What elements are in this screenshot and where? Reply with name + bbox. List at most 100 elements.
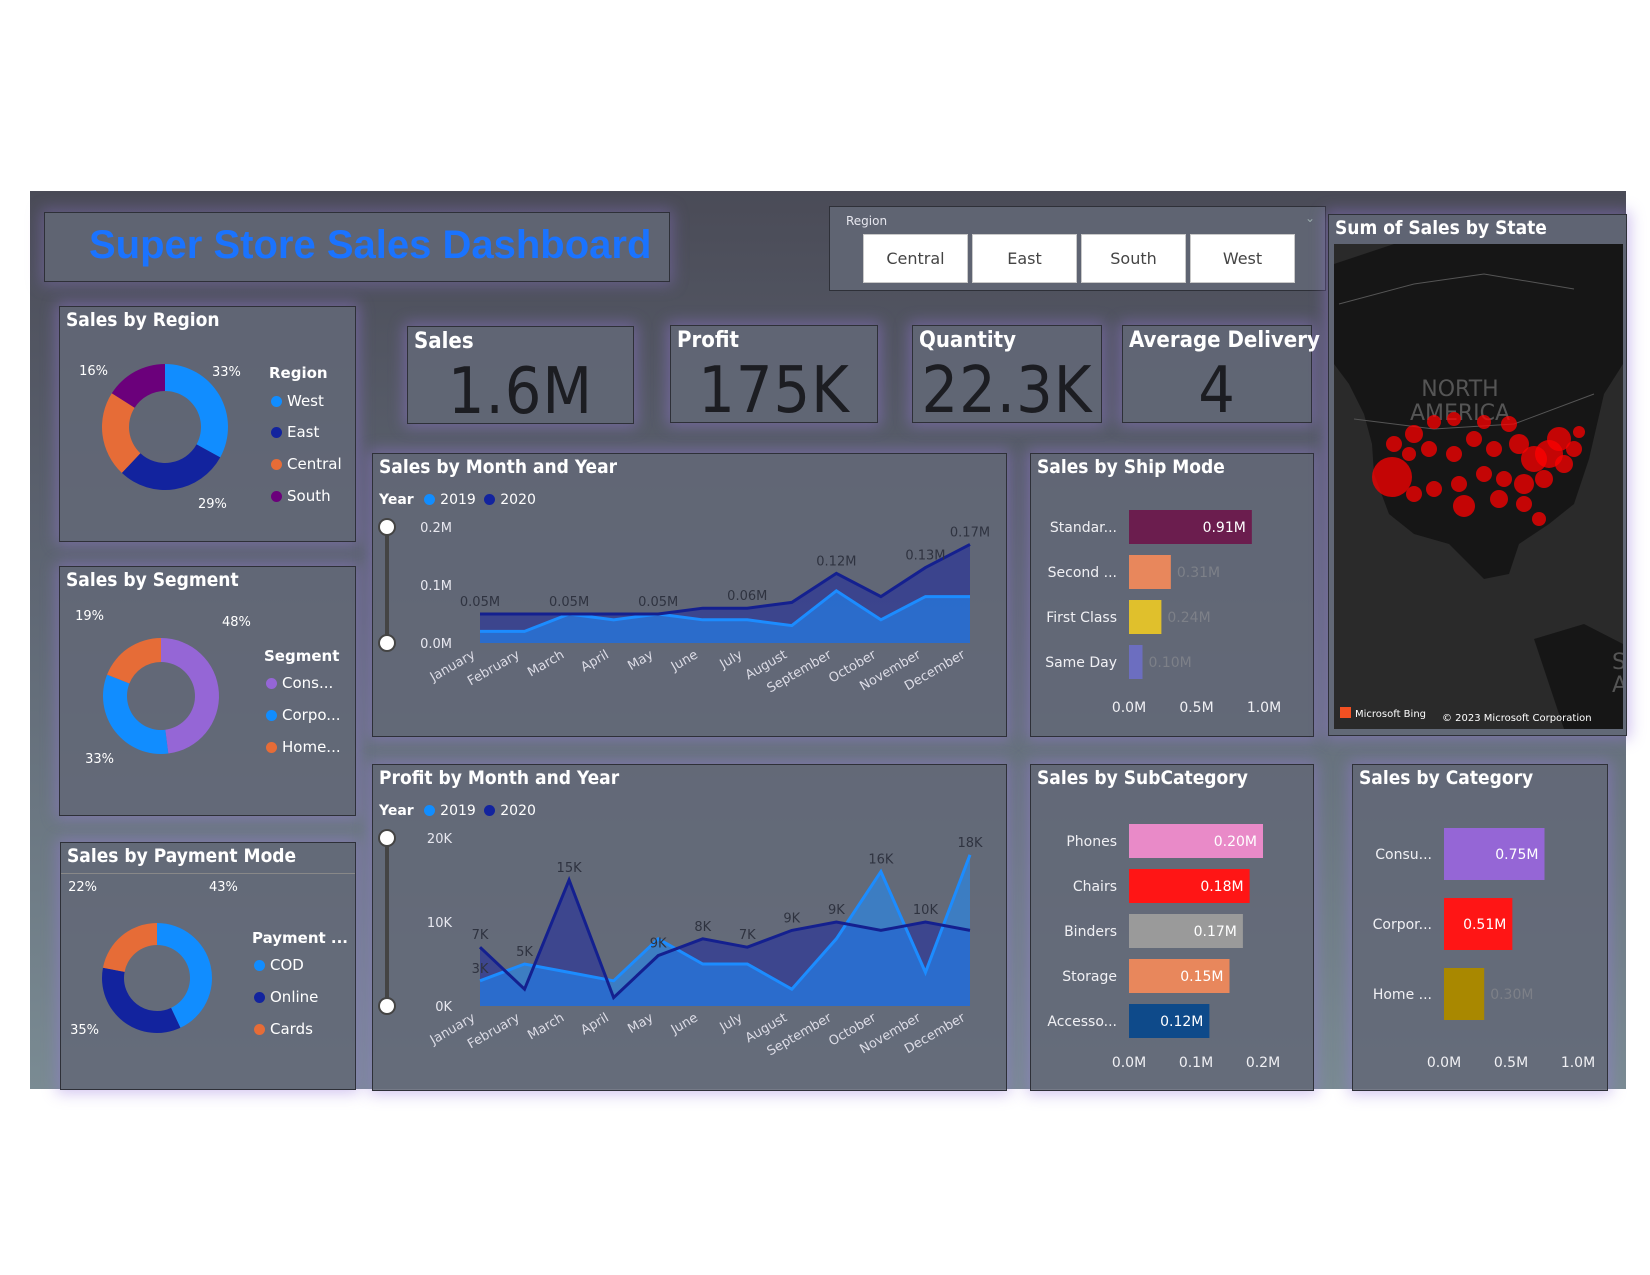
dashboard-title-box: Super Store Sales Dashboard (44, 212, 670, 282)
bar (1129, 869, 1250, 903)
series-line-2020 (480, 543, 971, 616)
subcategory-bar-chart: Phones 0.20M Chairs 0.18M Binders 0.17M Storag… (1047, 824, 1280, 1071)
state-bubble (1532, 512, 1546, 526)
donut-pct-label: 29% (198, 497, 227, 512)
map-attribution: Microsoft Bing (1355, 709, 1426, 720)
data-label: 15K (557, 861, 583, 876)
kpi-value: 4 (1198, 354, 1236, 428)
data-label: 10K (913, 903, 939, 918)
map-canvas: NORTH AMERICA SO AM Microsoft Bing © 202… (1334, 244, 1623, 729)
sales-map[interactable]: NORTH AMERICA SO AM Microsoft Bing © 202… (1334, 244, 1623, 729)
legend-dot (254, 960, 265, 971)
legend-dot (266, 742, 277, 753)
panel-title: Sales by Ship Mode (1037, 456, 1225, 478)
panel-title: Sales by Payment Mode (67, 845, 297, 867)
kpi-label: Profit (677, 328, 740, 353)
legend-dot (254, 1024, 265, 1035)
divider (61, 873, 355, 874)
donut-pct-label: 43% (209, 880, 238, 895)
state-bubble (1490, 490, 1508, 508)
kpi-sales-card: Sales 1.6M (407, 326, 634, 429)
map-label-south-partial: SO (1612, 650, 1623, 675)
sales-by-segment-panel: Sales by Segment 48% 33% 19% Segment Cons.… (59, 566, 356, 816)
y-tick-label: 0.2M (420, 521, 452, 536)
chevron-down-icon[interactable]: ⌄ (1304, 211, 1315, 225)
data-label: 5K (516, 945, 533, 960)
south-america-land (1534, 624, 1623, 729)
map-label-north: NORTH (1421, 377, 1498, 402)
legend-item-online[interactable]: Online (254, 988, 318, 1006)
category-label: Consu... (1375, 847, 1432, 863)
legend-item-east[interactable]: East (271, 423, 319, 441)
data-label: 9K (828, 903, 845, 918)
kpi-label: Average Delivery (1129, 328, 1320, 353)
donut-slice (121, 444, 221, 490)
legend-item-cards[interactable]: Cards (254, 1020, 313, 1038)
sales-by-region-panel: Sales by Region 33% 29% 16% Region West Ea… (59, 306, 356, 542)
slicer-option-central[interactable]: Central (863, 234, 968, 283)
legend-dot (484, 494, 496, 505)
data-label: 0.18M (1200, 879, 1243, 895)
legend-2019[interactable]: 2019 (440, 492, 476, 508)
donut-slice (157, 923, 212, 1028)
bar (1444, 828, 1545, 880)
legend-item-central[interactable]: Central (271, 455, 342, 473)
x-tick-label: 0.5M (1179, 700, 1213, 716)
legend-title: Region (269, 364, 328, 382)
data-label: 8K (694, 920, 711, 935)
kpi-average-delivery-card: Average Delivery 4 (1122, 325, 1320, 428)
bar (1129, 959, 1230, 993)
bar (1129, 645, 1143, 679)
y-tick-label: 0.1M (420, 579, 452, 594)
bar (1444, 968, 1485, 1020)
category-label: First Class (1046, 610, 1117, 626)
state-bubble (1406, 486, 1422, 502)
data-label: 0.51M (1463, 917, 1506, 933)
state-bubble (1501, 416, 1517, 432)
legend-dot (484, 805, 496, 816)
legend-item-cod[interactable]: COD (254, 956, 304, 974)
bing-logo (1340, 707, 1351, 718)
legend-2020[interactable]: 2020 (500, 803, 536, 819)
kpi-profit-card: Profit 175K (670, 325, 878, 428)
data-label: 0.91M (1203, 520, 1246, 536)
state-bubble (1372, 457, 1412, 497)
x-tick-label: 1.0M (1247, 700, 1281, 716)
kpi-label: Sales (414, 329, 474, 354)
category-label: Home ... (1373, 987, 1432, 1003)
y-tick-label: 0K (435, 1000, 452, 1015)
legend-item-south[interactable]: South (271, 487, 331, 505)
legend-dot (266, 710, 277, 721)
legend-item-home-office[interactable]: Home... (266, 738, 341, 756)
legend-item-corporate[interactable]: Corpo... (266, 706, 341, 724)
slicer-option-west[interactable]: West (1190, 234, 1295, 283)
ship-mode-bar-chart: Standar... 0.91M Second ... 0.31M First Clas… (1045, 510, 1281, 716)
state-bubble (1386, 436, 1402, 452)
legend-dot (254, 992, 265, 1003)
data-label: 0.10M (1149, 655, 1192, 671)
slicer-option-south[interactable]: South (1081, 234, 1186, 283)
legend-2019[interactable]: 2019 (440, 803, 476, 819)
bar (1444, 898, 1513, 950)
legend-dot (271, 459, 282, 470)
range-slider-handle-top (378, 829, 396, 847)
data-label: 9K (650, 937, 667, 952)
state-bubble (1535, 470, 1553, 488)
donut-pct-label: 48% (222, 615, 251, 630)
category-label: Storage (1062, 969, 1117, 985)
legend-2020[interactable]: 2020 (500, 492, 536, 508)
sales-area-chart: 0.0M 0.1M 0.2M 0.05M 0.05M 0.05M 0.06M 0.12M 0.1… (378, 518, 990, 696)
state-bubble (1566, 441, 1582, 457)
donut-pct-label: 19% (75, 609, 104, 624)
legend-item-consumer[interactable]: Cons... (266, 674, 333, 692)
donut-pct-label: 33% (85, 752, 114, 767)
slicer-option-east[interactable]: East (972, 234, 1077, 283)
bar (1129, 914, 1243, 948)
region-slicer[interactable]: Region ⌄ Central East South West (829, 206, 1326, 291)
state-bubble (1466, 431, 1482, 447)
sales-by-ship-mode-panel: Sales by Ship Mode Standar... 0.91M Second… (1030, 453, 1314, 737)
y-tick-label: 20K (427, 832, 453, 847)
data-label: 0.24M (1167, 610, 1210, 626)
legend-item-west[interactable]: West (271, 392, 324, 410)
data-label: 0.15M (1180, 969, 1223, 985)
